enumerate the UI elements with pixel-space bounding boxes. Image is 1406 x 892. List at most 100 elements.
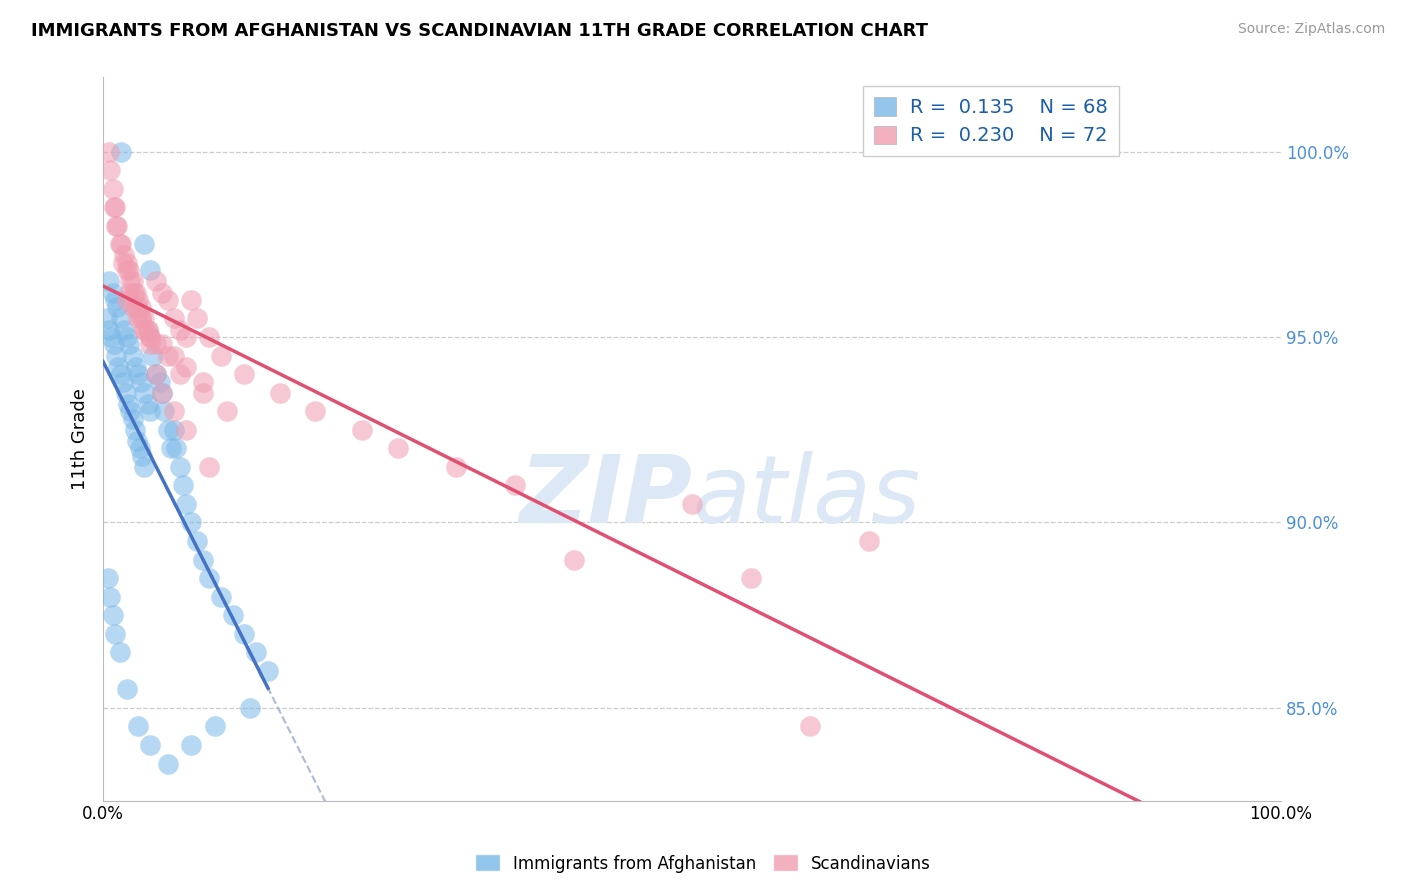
Point	[163, 349, 186, 363]
Point	[136, 323, 159, 337]
Point	[120, 404, 142, 418]
Point	[169, 323, 191, 337]
Point	[169, 367, 191, 381]
Point	[145, 367, 167, 381]
Point	[98, 163, 121, 178]
Point	[115, 682, 138, 697]
Point	[245, 645, 267, 659]
Point	[446, 459, 468, 474]
Point	[142, 349, 165, 363]
Point	[160, 442, 183, 456]
Point	[233, 367, 256, 381]
Point	[125, 285, 148, 300]
Point	[163, 404, 186, 418]
Point	[257, 664, 280, 678]
Point	[145, 367, 167, 381]
Point	[681, 497, 703, 511]
Point	[112, 256, 135, 270]
Point	[114, 385, 136, 400]
Point	[96, 311, 118, 326]
Point	[134, 385, 156, 400]
Point	[101, 182, 124, 196]
Point	[108, 645, 131, 659]
Point	[103, 337, 125, 351]
Point	[125, 359, 148, 374]
Point	[118, 337, 141, 351]
Point	[136, 323, 159, 337]
Point	[204, 719, 226, 733]
Point	[103, 200, 125, 214]
Point	[163, 423, 186, 437]
Point	[145, 337, 167, 351]
Point	[134, 311, 156, 326]
Text: atlas: atlas	[692, 451, 921, 542]
Point	[118, 263, 141, 277]
Point	[115, 263, 138, 277]
Point	[110, 145, 132, 159]
Point	[180, 738, 202, 752]
Point	[139, 738, 162, 752]
Point	[122, 285, 145, 300]
Point	[150, 337, 173, 351]
Point	[169, 459, 191, 474]
Point	[209, 590, 232, 604]
Point	[125, 301, 148, 315]
Legend: Immigrants from Afghanistan, Scandinavians: Immigrants from Afghanistan, Scandinavia…	[468, 847, 938, 880]
Point	[858, 534, 880, 549]
Point	[156, 756, 179, 771]
Point	[115, 330, 138, 344]
Point	[150, 285, 173, 300]
Point	[193, 552, 215, 566]
Point	[198, 459, 221, 474]
Point	[107, 359, 129, 374]
Point	[121, 411, 143, 425]
Point	[139, 337, 162, 351]
Point	[104, 626, 127, 640]
Point	[387, 442, 409, 456]
Point	[124, 423, 146, 437]
Point	[174, 359, 197, 374]
Point	[127, 311, 149, 326]
Point	[121, 349, 143, 363]
Point	[134, 459, 156, 474]
Point	[97, 571, 120, 585]
Text: ZIP: ZIP	[519, 450, 692, 543]
Point	[112, 248, 135, 262]
Point	[121, 301, 143, 315]
Point	[180, 516, 202, 530]
Point	[117, 397, 139, 411]
Point	[128, 442, 150, 456]
Point	[127, 719, 149, 733]
Text: Source: ZipAtlas.com: Source: ZipAtlas.com	[1237, 22, 1385, 37]
Point	[129, 311, 152, 326]
Point	[153, 404, 176, 418]
Legend: R =  0.135    N = 68, R =  0.230    N = 72: R = 0.135 N = 68, R = 0.230 N = 72	[863, 87, 1119, 156]
Point	[110, 311, 132, 326]
Text: IMMIGRANTS FROM AFGHANISTAN VS SCANDINAVIAN 11TH GRADE CORRELATION CHART: IMMIGRANTS FROM AFGHANISTAN VS SCANDINAV…	[31, 22, 928, 40]
Point	[215, 404, 238, 418]
Point	[209, 349, 232, 363]
Point	[352, 423, 374, 437]
Point	[304, 404, 326, 418]
Point	[740, 571, 762, 585]
Point	[127, 293, 149, 307]
Point	[174, 423, 197, 437]
Y-axis label: 11th Grade: 11th Grade	[72, 388, 89, 490]
Point	[110, 237, 132, 252]
Point	[115, 256, 138, 270]
Point	[110, 367, 132, 381]
Point	[121, 274, 143, 288]
Point	[101, 608, 124, 623]
Point	[127, 367, 149, 381]
Point	[186, 311, 208, 326]
Point	[139, 404, 162, 418]
Point	[139, 330, 162, 344]
Point	[165, 442, 187, 456]
Point	[163, 311, 186, 326]
Point	[129, 301, 152, 315]
Point	[156, 293, 179, 307]
Point	[112, 323, 135, 337]
Point	[134, 323, 156, 337]
Point	[98, 274, 121, 288]
Point	[101, 285, 124, 300]
